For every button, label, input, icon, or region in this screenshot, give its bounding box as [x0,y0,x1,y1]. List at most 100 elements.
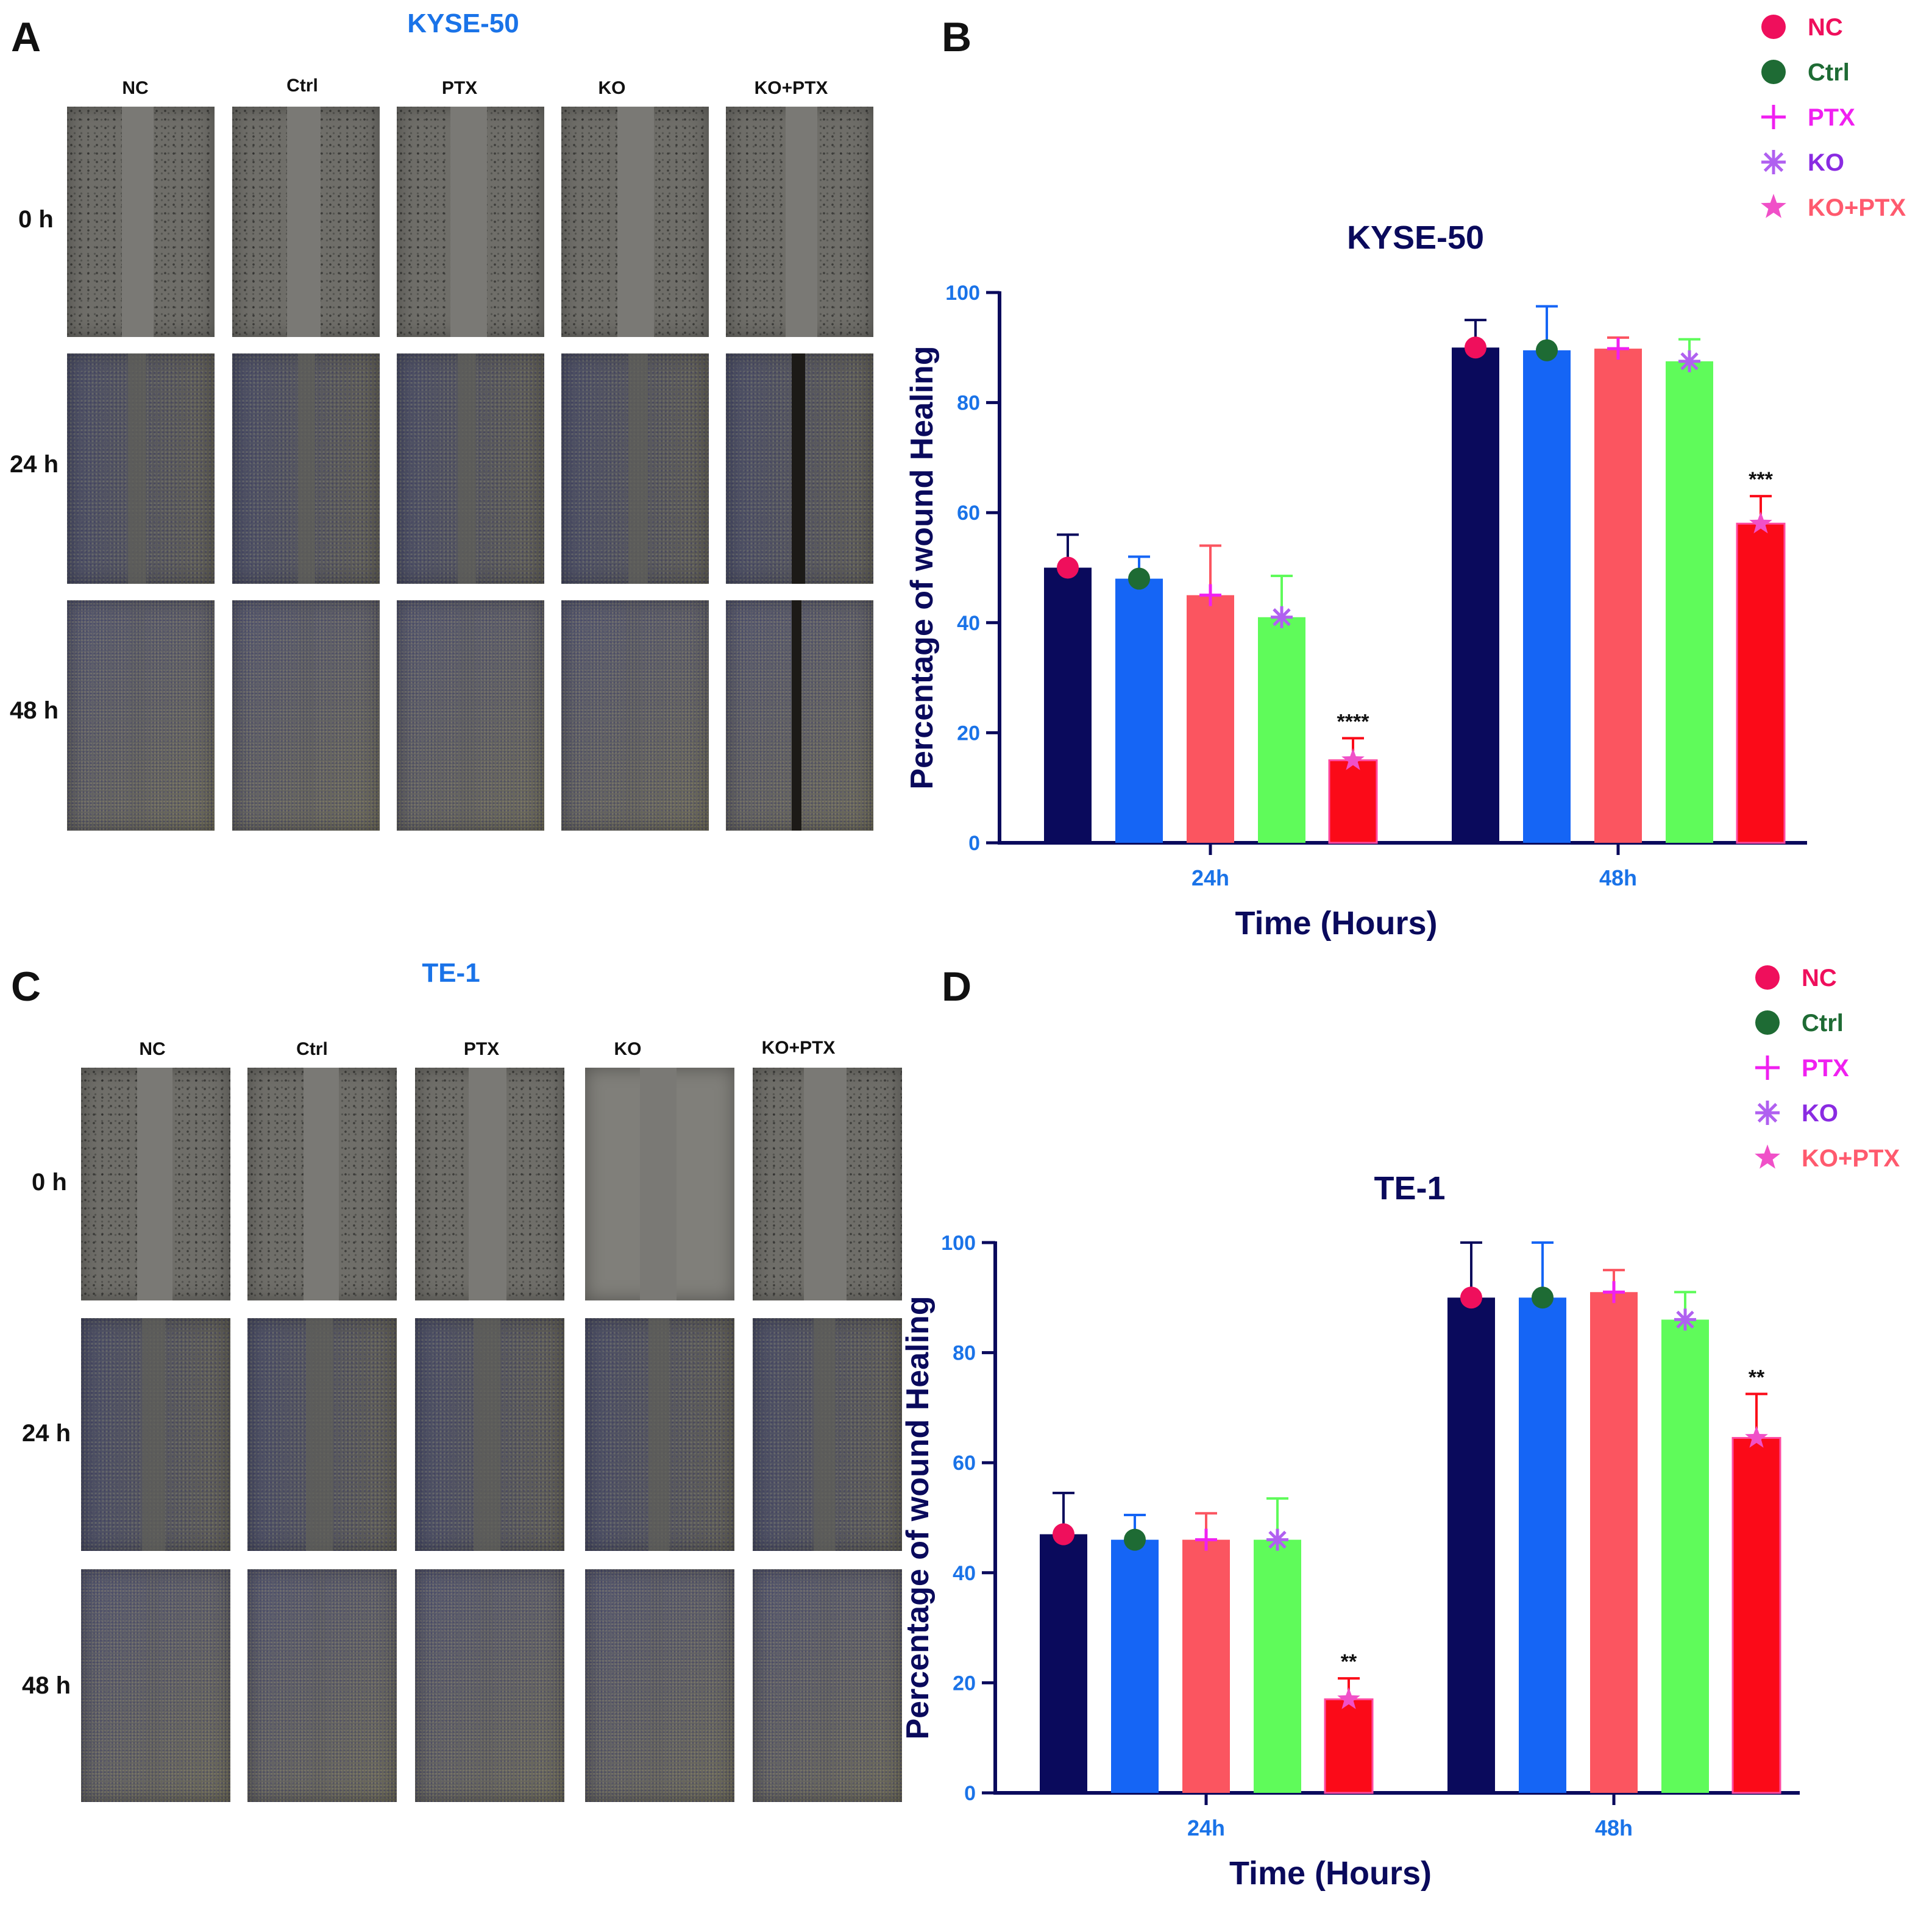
micrograph-image [247,1318,397,1551]
ptx-marker [1607,338,1629,360]
micrograph-image [561,107,709,337]
y-tick-label: 100 [945,282,980,305]
legend-label: NC [1802,965,1837,992]
y-axis-label: Percentage of wound Healing [904,346,940,789]
y-tick-label: 100 [941,1232,976,1255]
kyse50-col-label: Ctrl [286,76,318,96]
ctrl-marker [1536,339,1558,361]
significance-annotation: ** [1749,1366,1765,1389]
x-tick-label: 24h [1187,1815,1225,1840]
ptx-marker [1761,105,1786,129]
y-axis-label: Percentage of wound Healing [900,1296,936,1739]
te1-col-label: PTX [463,1039,500,1059]
bar-ko [1254,1539,1301,1793]
ctrl-marker [1532,1286,1554,1309]
x-tick-label: 48h [1595,1815,1633,1840]
y-tick-label: 0 [964,1782,976,1805]
panel-letter-c: C [11,963,41,1010]
y-tick-label: 40 [957,612,980,635]
nc-marker [1755,965,1780,990]
panel-letter-a: A [11,14,41,60]
micrograph-image [415,1569,564,1802]
micrograph-image [397,353,544,584]
te1-row-label: 24 h [22,1420,71,1447]
bar-ptx [1182,1539,1230,1793]
kyse50-col-label: KO [598,78,626,98]
bar-ctrl [1519,1297,1566,1793]
ptx-marker [1195,1528,1217,1551]
legend-label: PTX [1808,104,1855,131]
ctrl-marker [1128,567,1150,590]
kyse50-col-label: PTX [441,78,478,98]
kyse50-col-label: KO+PTX [754,78,828,98]
bar-nc [1040,1534,1087,1793]
bar-ptx [1594,349,1642,843]
bar-ko [1258,617,1305,843]
y-tick-label: 20 [953,1672,976,1695]
legend-label: KO+PTX [1802,1145,1900,1172]
micrograph-image [247,1068,397,1300]
ko-ptx-marker [1745,1425,1768,1448]
ko-marker [1266,1528,1288,1551]
legend-label: KO [1802,1100,1838,1127]
bar-ptx [1187,595,1234,843]
legend-label: Ctrl [1808,59,1850,86]
micrograph-image [397,107,544,337]
x-axis-label: Time (Hours) [1229,1855,1432,1892]
micrograph-image [67,107,215,337]
legend-label: PTX [1802,1055,1849,1082]
panel-letter-b: B [942,14,972,60]
kyse50-grid-title: KYSE-50 [407,9,519,38]
y-tick-label: 60 [957,502,980,525]
te1-col-label: Ctrl [296,1039,328,1059]
ptx-marker [1199,584,1221,606]
kyse50-bar-chart: NC Ctrl PTX KO KO+PTX KYSE-50 0 20 40 60 80 100 Perc… [904,14,1906,942]
kyse50-col-label: NC [122,78,149,98]
significance-annotation: **** [1337,710,1370,733]
te1-row-label: 48 h [22,1672,71,1699]
bar-nc [1452,347,1499,843]
y-tick-label: 20 [957,722,980,745]
ko-ptx-marker [1755,1144,1780,1169]
micrograph-image [726,107,873,337]
bar-ko [1666,361,1713,843]
micrograph-image [81,1318,230,1551]
micrograph-image [247,1569,397,1802]
y-tick-label: 60 [953,1452,976,1475]
bar-ko-ptx [1736,522,1786,844]
ko-marker [1271,606,1293,628]
micrograph-image [585,1068,734,1300]
te1-col-label: NC [139,1039,166,1059]
micrograph-image [753,1569,902,1802]
bar-nc [1447,1297,1495,1793]
ko-marker [1755,1101,1780,1125]
legend-label: Ctrl [1802,1010,1844,1037]
y-tick-label: 0 [968,832,980,855]
y-tick-label: 40 [953,1562,976,1585]
significance-annotation: ** [1341,1650,1357,1673]
ko-ptx-marker [1337,1687,1360,1709]
micrograph-image [81,1569,230,1802]
x-tick-label: 48h [1599,865,1637,890]
micrograph-image [753,1318,902,1551]
ko-marker [1678,350,1700,372]
legend-label: NC [1808,14,1843,41]
ctrl-marker [1124,1528,1146,1551]
micrograph-image [585,1569,734,1802]
legend-label: KO+PTX [1808,194,1906,221]
micrograph-image [726,353,873,584]
micrograph-image [585,1318,734,1551]
nc-marker [1465,336,1486,359]
bar-ctrl [1111,1539,1159,1793]
y-tick-label: 80 [957,392,980,415]
chart-title: KYSE-50 [1347,219,1484,256]
kyse50-row-label: 48 h [10,697,59,724]
ptx-marker [1755,1055,1780,1080]
bar-ko [1661,1319,1709,1793]
x-axis-label: Time (Hours) [1235,905,1437,942]
te1-grid-title: TE-1 [422,958,480,988]
ko-ptx-marker [1341,748,1365,770]
nc-marker [1460,1286,1482,1309]
micrograph-image [561,353,709,584]
bar-ko-ptx [1731,1437,1781,1794]
